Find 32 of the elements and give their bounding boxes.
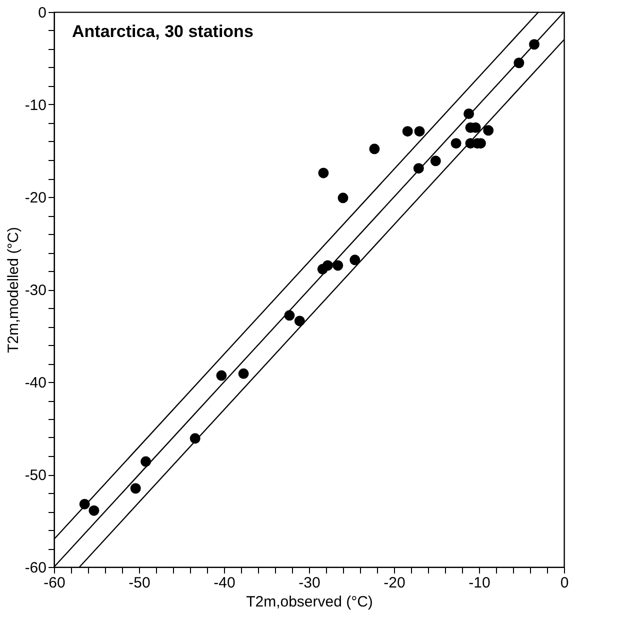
x-tick-label: -60 bbox=[44, 574, 66, 592]
x-tick-label: -30 bbox=[298, 574, 320, 592]
x-tick-label: -40 bbox=[214, 574, 236, 592]
x-tick-label: -50 bbox=[128, 574, 150, 592]
point bbox=[294, 316, 305, 326]
point bbox=[338, 192, 348, 204]
x-tick-label: -20 bbox=[384, 574, 406, 592]
y-tick-label: -50 bbox=[24, 467, 46, 484]
point bbox=[130, 483, 141, 494]
y-tick-label: -20 bbox=[24, 190, 46, 206]
point bbox=[350, 254, 360, 266]
y-tick-label: -30 bbox=[24, 282, 46, 299]
point bbox=[450, 138, 462, 149]
annotation: Antarctica, 30 stations bbox=[72, 22, 254, 41]
y-tick-label: -40 bbox=[24, 374, 46, 392]
point bbox=[238, 368, 249, 379]
point bbox=[88, 505, 100, 516]
x-tick-label: 0 bbox=[560, 574, 569, 592]
point bbox=[318, 168, 329, 178]
point bbox=[216, 370, 227, 381]
y-axis-title: T2m,modelled (°C) bbox=[4, 226, 22, 354]
y-tick-label: -60 bbox=[24, 560, 46, 576]
x-axis-title: T2m,observed (°C) bbox=[246, 594, 373, 610]
point bbox=[483, 125, 494, 136]
point bbox=[332, 260, 344, 271]
x-tick-label: -10 bbox=[468, 574, 490, 592]
point bbox=[402, 126, 413, 137]
point bbox=[430, 156, 441, 166]
point bbox=[369, 144, 380, 154]
point bbox=[414, 126, 425, 137]
y-tick-label: -10 bbox=[24, 97, 46, 114]
y-tick-label: 0 bbox=[38, 4, 46, 22]
